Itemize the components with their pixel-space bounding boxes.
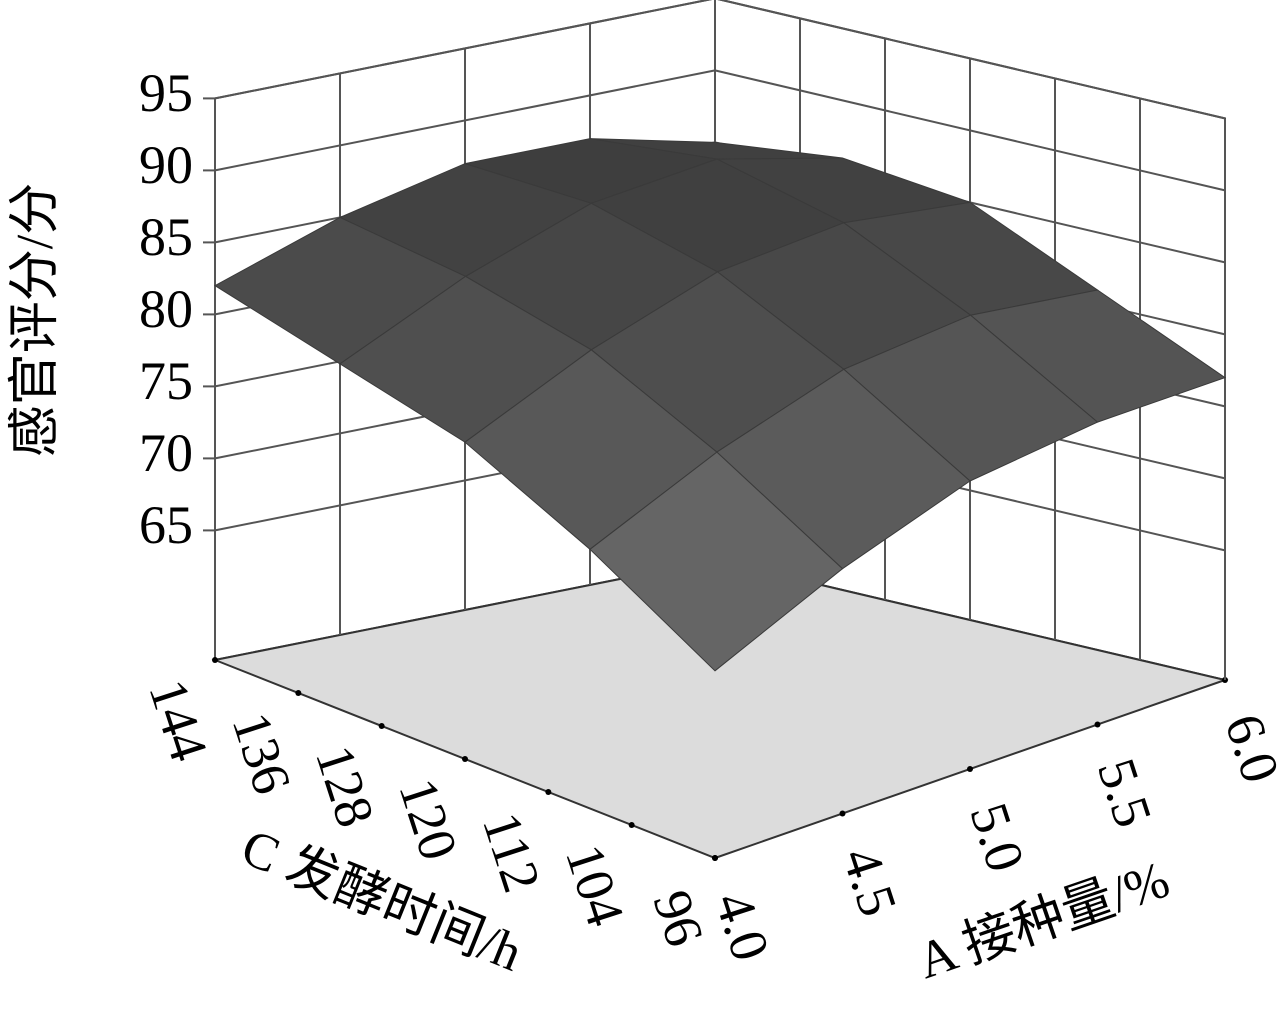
y-tick-label: 104 [554,837,636,933]
y-tick-label: 96 [641,883,715,953]
surface-patch [589,451,844,672]
z-tick-label: 80 [139,279,193,339]
x-tick-label: 4.5 [831,840,909,923]
tick-mark [839,810,846,817]
z-tick-label: 85 [139,207,193,267]
tick-mark [545,789,552,795]
y-tick-label: 128 [304,738,386,834]
tick-mark [1094,721,1101,728]
tick-mark [967,766,973,772]
x-tick-label: 6.0 [1213,707,1279,790]
tick-mark [295,690,302,696]
tick-mark [378,723,385,729]
y-tick-label: 112 [471,805,552,899]
tick-mark [212,657,218,663]
x-tick-label: 5.0 [958,796,1036,879]
tick-mark [712,855,718,861]
tick-mark [628,822,635,828]
z-tick-label: 95 [139,63,193,123]
x-tick-label: 4.0 [703,885,781,968]
z-axis-label: 感官评分/分 [7,183,64,457]
z-tick-label: 90 [139,135,193,195]
z-tick-label: 75 [139,351,193,411]
y-tick-label: 120 [387,771,469,867]
z-tick-label: 70 [139,423,193,483]
tick-mark [462,756,468,762]
y-tick-label: 136 [221,705,303,801]
y-tick-label: 144 [137,672,219,768]
x-axis-label: A 接种量/% [911,851,1177,990]
surface [214,138,1227,672]
z-tick-label: 65 [139,495,193,555]
x-tick-label: 5.5 [1086,751,1164,834]
